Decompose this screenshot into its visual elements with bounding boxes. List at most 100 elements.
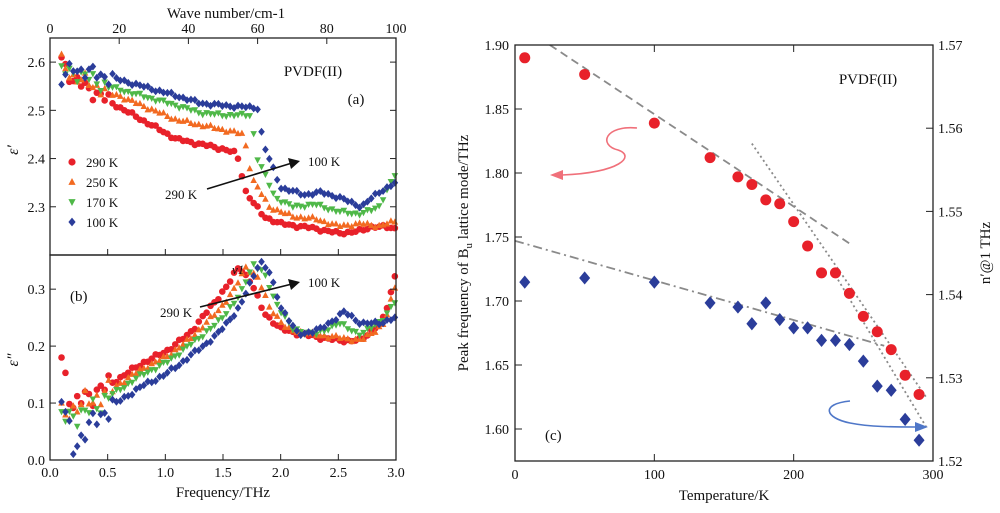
data-point — [89, 83, 97, 91]
data-point — [191, 346, 199, 355]
data-point — [269, 190, 277, 197]
data-point — [317, 201, 324, 209]
data-point — [58, 397, 65, 406]
data-point — [183, 105, 191, 112]
data-point — [519, 275, 531, 289]
data-point — [368, 194, 375, 203]
data-point — [211, 331, 218, 340]
data-point — [219, 301, 226, 308]
fit-line — [751, 143, 927, 398]
series-250k — [58, 50, 399, 230]
y-tick-label: 1.60 — [485, 423, 510, 438]
data-point — [77, 431, 85, 440]
data-point — [360, 335, 367, 342]
data-point — [258, 257, 265, 266]
data-point — [136, 383, 144, 392]
data-point — [215, 125, 222, 132]
data-point — [368, 221, 375, 228]
data-point — [317, 323, 324, 332]
data-point — [203, 318, 210, 325]
data-point — [320, 331, 328, 339]
panel-a-legend: 290 K 250 K 170 K 100 K — [68, 155, 119, 230]
x-tick-label: 2.5 — [330, 466, 348, 481]
data-point — [171, 102, 179, 109]
data-point — [187, 95, 195, 104]
data-point — [101, 387, 108, 395]
data-point — [871, 326, 883, 338]
data-point — [175, 93, 183, 102]
data-point — [297, 190, 305, 199]
data-point — [648, 117, 660, 129]
data-point — [899, 412, 911, 426]
right-y-tick-label: 1.52 — [938, 455, 963, 470]
data-point — [101, 409, 108, 417]
legend-label: 100 K — [86, 215, 119, 230]
data-point — [519, 52, 531, 64]
data-point — [207, 325, 214, 333]
series-peak-frequency — [519, 52, 925, 400]
data-point — [301, 204, 308, 211]
data-point — [105, 80, 112, 89]
data-point — [285, 209, 293, 216]
data-point — [348, 337, 356, 345]
data-point — [371, 205, 379, 212]
data-point — [234, 279, 242, 286]
data-point — [85, 81, 93, 88]
data-point — [105, 376, 112, 383]
data-point — [262, 263, 269, 272]
y-tick-label: 1.75 — [485, 231, 510, 246]
data-point — [105, 415, 112, 423]
data-point — [238, 286, 246, 293]
data-point — [222, 283, 230, 291]
data-point — [187, 334, 195, 342]
data-point — [816, 333, 828, 347]
data-point — [109, 395, 116, 404]
data-point — [356, 320, 363, 328]
data-point — [144, 82, 152, 91]
right-y-tick-label: 1.57 — [938, 39, 963, 54]
data-point — [101, 72, 108, 81]
data-point — [387, 179, 395, 186]
panel-c-frame — [514, 44, 934, 462]
data-point — [230, 147, 238, 155]
data-point — [857, 310, 869, 322]
data-point — [285, 317, 293, 325]
data-point — [746, 317, 758, 331]
data-point — [175, 352, 183, 359]
data-point — [171, 353, 179, 360]
data-point — [132, 375, 140, 382]
data-point — [277, 184, 285, 193]
data-point — [774, 198, 786, 210]
data-point — [171, 345, 179, 353]
data-point — [340, 307, 348, 316]
data-point — [132, 369, 140, 377]
data-point — [360, 200, 367, 209]
data-point — [93, 391, 101, 398]
data-point — [375, 189, 383, 197]
data-point — [93, 73, 101, 82]
x-tick-label: 1.0 — [157, 466, 175, 481]
data-point — [297, 213, 305, 220]
data-point — [340, 321, 348, 328]
data-point — [66, 408, 73, 416]
data-point — [391, 284, 399, 291]
data-point — [152, 377, 159, 385]
x-tick-label: 300 — [923, 468, 944, 483]
data-point — [219, 288, 226, 295]
data-point — [66, 416, 73, 425]
data-point — [802, 321, 814, 335]
data-point — [246, 195, 254, 202]
data-point — [203, 309, 210, 316]
x-tick-label: 2.0 — [272, 466, 290, 481]
data-point — [277, 208, 285, 215]
data-point — [199, 99, 207, 108]
data-point — [219, 315, 226, 322]
data-point — [66, 59, 73, 68]
panel-a: 2.3 2.4 2.5 2.6 0 20 40 60 80 100 Wave number/cm-… — [5, 6, 407, 256]
data-point — [191, 107, 199, 114]
data-point — [266, 154, 273, 163]
data-point — [215, 317, 222, 324]
data-point — [802, 240, 814, 252]
panel-a-shift-arrow: 290 K 100 K — [165, 154, 341, 202]
